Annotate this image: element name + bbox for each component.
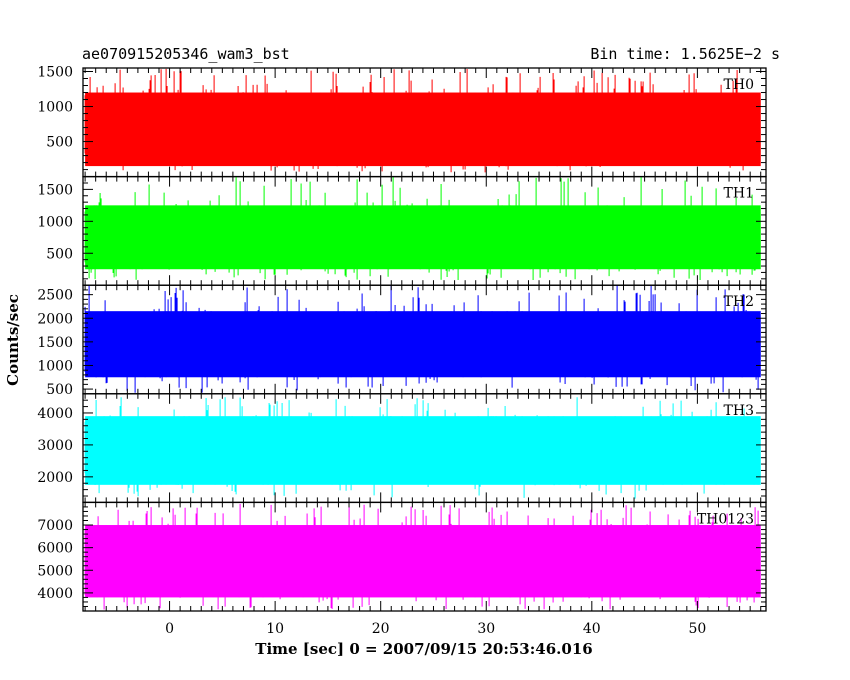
- x-axis-label: Time [sec] 0 = 2007/09/15 20:53:46.016: [255, 640, 592, 658]
- y-axis-label: Counts/sec: [4, 294, 22, 386]
- y-tick-label: 1000: [37, 100, 73, 116]
- panel-label-th2: TH2: [724, 294, 754, 310]
- bin-time-label: Bin time: 1.5625E−2 s: [590, 45, 780, 63]
- x-tick-label: 20: [372, 621, 390, 637]
- y-tick-label: 1500: [37, 182, 73, 198]
- y-tick-label: 4000: [37, 406, 73, 422]
- panel-label-th1: TH1: [724, 186, 754, 202]
- x-tick-label: 10: [266, 621, 284, 637]
- panel-label-th0: TH0: [724, 77, 754, 93]
- data-series-th3: [84, 397, 761, 499]
- y-tick-label: 2500: [37, 288, 73, 304]
- figure-title: ae070915205346_wam3_bst: [82, 45, 290, 63]
- y-tick-label: 5000: [37, 563, 73, 579]
- y-tick-label: 2000: [37, 311, 73, 327]
- panel-label-th0123: TH0123: [697, 511, 754, 527]
- x-tick-label: 30: [477, 621, 495, 637]
- x-tick-label: 50: [688, 621, 706, 637]
- y-tick-label: 7000: [37, 518, 73, 534]
- y-tick-label: 1000: [37, 214, 73, 230]
- y-tick-label: 1000: [37, 358, 73, 374]
- y-tick-label: 500: [46, 246, 73, 262]
- data-series-th2: [84, 285, 761, 393]
- y-tick-label: 6000: [37, 541, 73, 557]
- y-tick-label: 2000: [37, 470, 73, 486]
- y-tick-label: 500: [46, 382, 73, 398]
- y-tick-label: 3000: [37, 438, 73, 454]
- x-tick-label: 40: [583, 621, 601, 637]
- x-tick-label: 0: [165, 621, 174, 637]
- data-series-th0123: [84, 503, 761, 610]
- data-series-th0: [84, 68, 761, 173]
- y-tick-label: 500: [46, 135, 73, 151]
- y-tick-label: 1500: [37, 335, 73, 351]
- y-tick-label: 4000: [37, 586, 73, 602]
- panel-label-th3: TH3: [724, 403, 754, 419]
- y-tick-label: 1500: [37, 65, 73, 81]
- data-series-th1: [84, 176, 761, 280]
